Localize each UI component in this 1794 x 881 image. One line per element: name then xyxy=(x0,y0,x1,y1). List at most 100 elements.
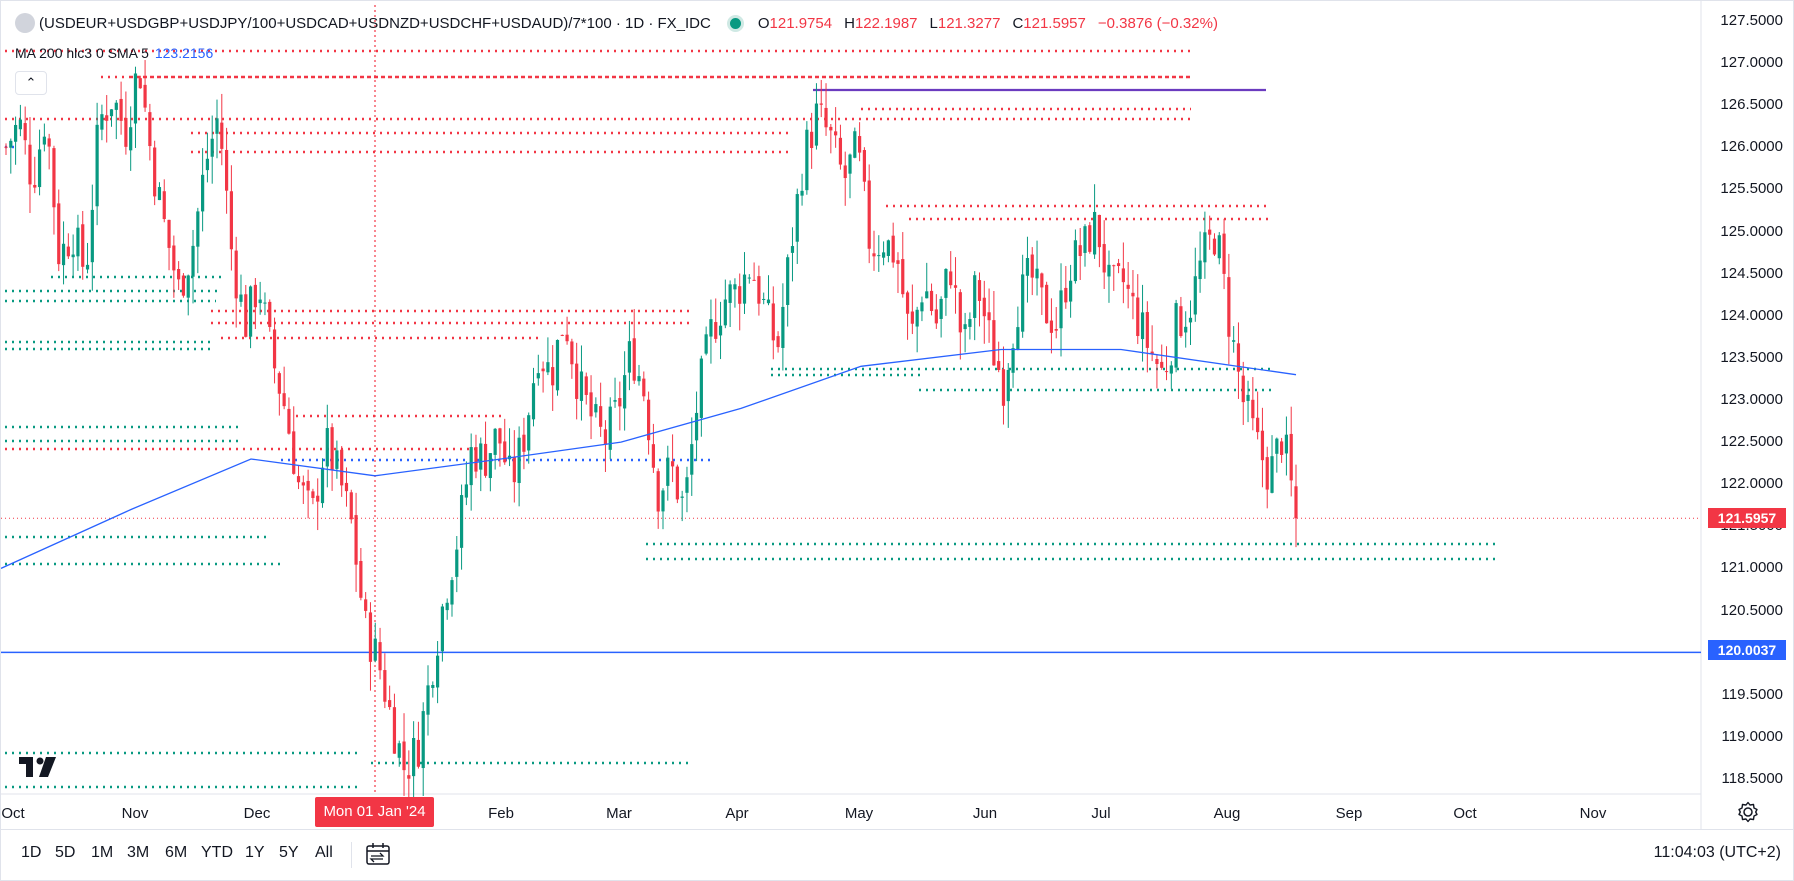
candle xyxy=(1203,211,1207,279)
candle xyxy=(527,412,531,464)
candle xyxy=(1021,254,1025,338)
candle xyxy=(392,693,397,754)
candle xyxy=(925,262,929,299)
candle xyxy=(627,320,632,391)
range-button-6m[interactable]: 6M xyxy=(165,844,188,861)
chevron-up-icon: ⌃ xyxy=(25,75,37,90)
market-status-icon[interactable] xyxy=(726,14,744,32)
time-axis-label: Feb xyxy=(488,805,514,822)
candle xyxy=(1006,363,1010,428)
candle xyxy=(306,469,310,519)
candle xyxy=(886,239,890,263)
candle xyxy=(618,381,622,431)
candle xyxy=(186,274,190,316)
candle xyxy=(320,458,325,508)
candle xyxy=(1193,247,1197,322)
chart-plot[interactable] xyxy=(1,1,1794,831)
candle xyxy=(1011,343,1015,388)
candle xyxy=(1136,274,1140,345)
candle xyxy=(373,622,377,663)
candle xyxy=(109,109,114,127)
range-button-1m[interactable]: 1M xyxy=(91,844,114,861)
candle xyxy=(100,104,104,141)
range-button-5d[interactable]: 5D xyxy=(55,844,76,861)
candle xyxy=(440,603,444,662)
candle xyxy=(1131,270,1135,320)
candle xyxy=(1049,298,1054,354)
candle xyxy=(934,294,938,329)
symbol-title[interactable]: (USDEUR+USDGBP+USDJPY/100+USDCAD+USDNZD+… xyxy=(39,14,711,32)
candle xyxy=(680,490,684,522)
candle xyxy=(656,468,660,529)
candle xyxy=(973,271,977,341)
time-axis-label: Nov xyxy=(121,805,149,822)
candle xyxy=(1275,437,1279,473)
range-button-ytd[interactable]: YTD xyxy=(201,844,233,861)
candle xyxy=(196,207,200,274)
candle xyxy=(421,702,425,797)
candle xyxy=(431,681,435,698)
candle xyxy=(747,274,751,284)
range-button-all[interactable]: All xyxy=(315,844,333,861)
candle xyxy=(632,309,636,385)
candle xyxy=(1155,354,1159,389)
legend-header: (USDEUR+USDGBP+USDJPY/100+USDCAD+USDNZD+… xyxy=(15,13,1226,33)
candle xyxy=(848,153,852,199)
candle xyxy=(1083,224,1087,267)
candle xyxy=(546,337,550,376)
candle xyxy=(958,289,962,360)
candle xyxy=(1169,361,1173,389)
candle xyxy=(435,641,440,704)
clock[interactable]: 11:04:03 (UTC+2) xyxy=(1653,844,1781,861)
candle xyxy=(177,261,181,290)
price-axis-label: 123.0000 xyxy=(1720,391,1783,408)
candle xyxy=(781,283,785,371)
candle xyxy=(939,296,943,338)
candle xyxy=(522,417,526,470)
ma-label: MA 200 hlc3 0 SMA 5 xyxy=(15,45,149,61)
gear-icon[interactable] xyxy=(1737,801,1759,823)
candle xyxy=(1040,272,1044,316)
candle xyxy=(1188,300,1193,345)
candle xyxy=(1121,242,1125,304)
range-button-1y[interactable]: 1Y xyxy=(245,844,265,861)
candle xyxy=(205,132,210,183)
collapse-legend-button[interactable]: ⌃ xyxy=(15,71,47,95)
range-button-3m[interactable]: 3M xyxy=(127,844,150,861)
candle xyxy=(1164,346,1169,381)
candle xyxy=(57,189,61,272)
candle xyxy=(1265,446,1269,509)
candle xyxy=(1054,307,1058,339)
price-axis-label: 127.0000 xyxy=(1720,54,1783,72)
candle xyxy=(234,236,238,328)
range-button-5y[interactable]: 5Y xyxy=(279,844,299,861)
candle xyxy=(18,104,22,137)
candle xyxy=(1260,407,1265,488)
candle xyxy=(272,317,277,384)
candle xyxy=(124,91,128,155)
candle xyxy=(172,235,176,298)
candle xyxy=(66,233,70,259)
high-value: H122.1987 xyxy=(844,14,918,32)
candle xyxy=(953,257,958,314)
candle xyxy=(810,112,814,169)
ma-legend[interactable]: MA 200 hlc3 0 SMA 5 123.2156 xyxy=(15,45,213,61)
candle xyxy=(368,602,373,691)
candle xyxy=(867,164,871,264)
price-axis-label: 124.0000 xyxy=(1720,306,1783,324)
candle xyxy=(450,577,454,617)
range-button-1d[interactable]: 1D xyxy=(21,844,42,861)
candle xyxy=(824,83,828,136)
candle xyxy=(191,229,195,304)
candle xyxy=(344,467,349,507)
candle xyxy=(920,296,924,322)
candle xyxy=(378,627,382,680)
candle xyxy=(1001,346,1006,425)
candle xyxy=(479,437,483,492)
candle xyxy=(253,278,257,330)
tradingview-logo-icon[interactable] xyxy=(19,757,57,777)
change-value: −0.3876 (−0.32%) xyxy=(1097,14,1218,32)
calendar-icon[interactable] xyxy=(365,842,391,866)
candle xyxy=(589,375,593,440)
